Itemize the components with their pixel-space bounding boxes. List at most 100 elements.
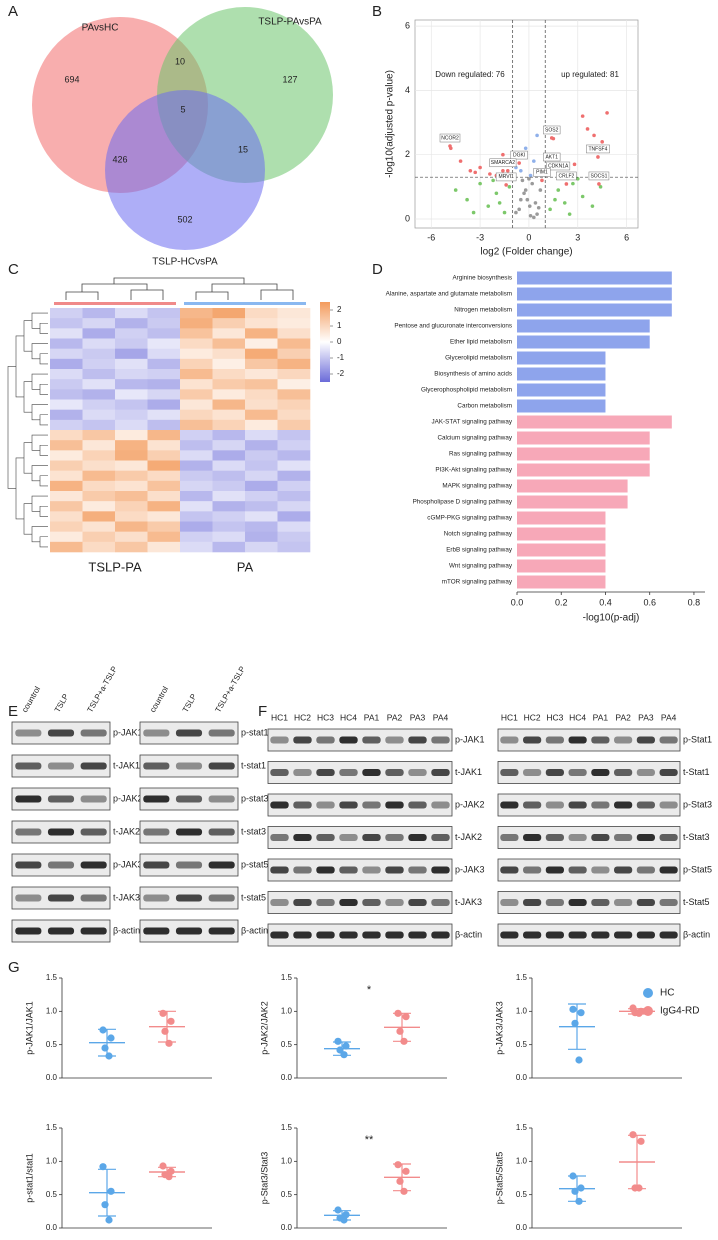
heatmap-cell xyxy=(245,308,278,319)
heatmap-cell xyxy=(180,358,213,370)
blot-band xyxy=(175,828,203,836)
blot-band xyxy=(316,736,335,744)
bar xyxy=(517,431,650,445)
heatmap-cell xyxy=(115,521,148,532)
heatmap-cell xyxy=(212,491,246,502)
point xyxy=(517,207,521,212)
blot-band xyxy=(659,866,678,874)
row-label: p-Stat1 xyxy=(683,734,712,744)
blot-band xyxy=(614,769,633,776)
heatmap-cell xyxy=(115,389,148,400)
heatmap-cell xyxy=(115,369,148,380)
heatmap-cell xyxy=(212,308,246,319)
point xyxy=(394,1009,402,1017)
y-tick-label: 2 xyxy=(405,149,410,159)
point xyxy=(553,197,557,202)
blot-band xyxy=(316,931,335,939)
blot-band xyxy=(385,834,404,841)
panel-label: C xyxy=(8,261,19,278)
point xyxy=(494,191,499,196)
heatmap-cell xyxy=(82,521,116,532)
row-label: t-stat1 xyxy=(241,760,266,770)
heatmap-cell xyxy=(50,328,83,339)
blot-strip xyxy=(267,891,453,914)
blot-band xyxy=(362,866,381,874)
heatmap-cell xyxy=(115,541,148,553)
heatmap-cell xyxy=(115,318,148,329)
blot-band xyxy=(431,736,450,744)
heatmap-cell xyxy=(50,440,83,451)
lane-header: HC2 xyxy=(294,712,311,722)
blot-band xyxy=(523,834,542,841)
row-label: t-Stat5 xyxy=(683,897,710,907)
heatmap-cell xyxy=(115,358,148,370)
heatmap-cell xyxy=(277,338,311,349)
heatmap-cell xyxy=(180,389,213,400)
heatmap-cell xyxy=(277,348,311,360)
heatmap-cell xyxy=(277,440,311,451)
x-tick-label: 3 xyxy=(575,232,580,242)
bar xyxy=(517,495,628,509)
lane-header: PA4 xyxy=(661,712,677,722)
category-label: JAK-STAT signaling pathway xyxy=(432,419,513,426)
point xyxy=(394,1161,402,1169)
blot-band xyxy=(500,801,519,809)
plot-area xyxy=(414,19,639,229)
set-label: TSLP-HCvsPA xyxy=(152,257,218,268)
heatmap-cell xyxy=(180,480,213,492)
blot-band xyxy=(15,861,42,869)
heatmap-cell xyxy=(82,501,116,512)
row-label: p-stat3 xyxy=(241,793,269,803)
point xyxy=(458,159,463,163)
colorbar-label: 1 xyxy=(337,321,342,330)
point xyxy=(465,197,469,202)
heatmap-cell xyxy=(277,531,311,543)
heatmap-cell xyxy=(147,460,181,471)
heatmap-cell xyxy=(277,521,311,532)
blot-band xyxy=(175,729,203,737)
y-tick-label: 0.0 xyxy=(516,1073,528,1082)
point xyxy=(532,215,536,220)
gene-label-box xyxy=(495,172,517,182)
blot-band xyxy=(208,861,235,869)
legend-marker xyxy=(643,988,653,998)
lane-header: HC3 xyxy=(317,712,334,722)
heatmap-cell xyxy=(82,440,116,451)
heatmap-cell xyxy=(50,480,83,492)
heatmap-cell xyxy=(147,470,181,482)
row-label: p-stat5 xyxy=(241,859,269,869)
point xyxy=(523,188,528,192)
gene-label: SMARCA2 xyxy=(491,160,515,166)
heatmap-cell xyxy=(245,460,278,471)
heatmap-cell xyxy=(82,511,116,522)
blot-band xyxy=(659,801,678,809)
blot-band xyxy=(523,769,542,776)
row-label: p-JAK1 xyxy=(113,727,143,737)
blot-band xyxy=(568,899,587,906)
region-count: 426 xyxy=(112,154,127,164)
point xyxy=(396,1177,404,1185)
y-tick-label: 0.0 xyxy=(46,1223,58,1232)
point xyxy=(519,197,523,202)
point xyxy=(532,159,536,163)
gene-label-box xyxy=(510,150,528,160)
heatmap-cell xyxy=(50,419,83,431)
blot-strip xyxy=(497,858,681,882)
blot-band xyxy=(208,927,235,935)
row-label: p-JAK2 xyxy=(455,799,485,809)
heatmap-cell xyxy=(50,430,83,441)
heatmap-cell xyxy=(82,358,116,370)
heatmap-cell xyxy=(180,409,213,421)
point xyxy=(580,114,585,118)
blot-band xyxy=(500,834,519,841)
point xyxy=(635,1184,643,1192)
heatmap-cell xyxy=(50,348,83,360)
lane-header: PA4 xyxy=(433,712,449,722)
x-tick-label: 0.8 xyxy=(688,597,701,607)
blot-band xyxy=(545,834,564,841)
y-tick-label: 1.0 xyxy=(516,1156,528,1165)
row-label: β-actin xyxy=(683,929,710,939)
point xyxy=(637,1137,645,1145)
blot-strip xyxy=(497,728,681,752)
blot-band xyxy=(523,736,542,744)
